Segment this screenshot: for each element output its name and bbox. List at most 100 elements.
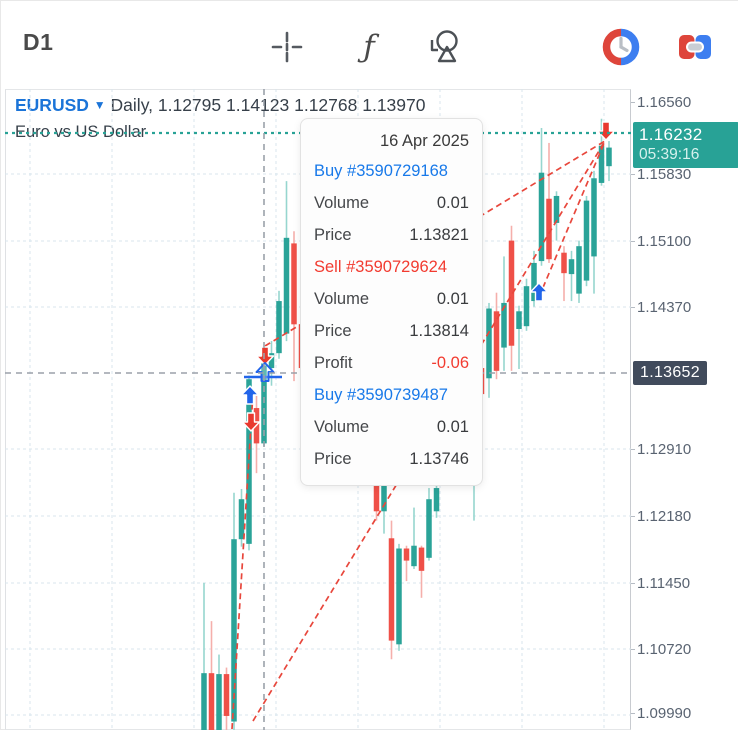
candle-body[interactable] (418, 547, 425, 571)
candle-body[interactable] (553, 195, 560, 223)
candle-body[interactable] (576, 246, 582, 294)
candle-body[interactable] (238, 499, 245, 540)
tooltip-row-label: Price (314, 322, 352, 340)
candle-body[interactable] (568, 259, 575, 275)
tooltip-row-label: Volume (314, 290, 370, 308)
candle-body[interactable] (283, 237, 290, 334)
tooltip-row: Volume 0.01 (314, 411, 469, 443)
candle-body[interactable] (246, 379, 252, 544)
candle-body[interactable] (598, 145, 605, 183)
tooltip-row-label: Price (314, 450, 352, 468)
axis-price-label: 1.15100 (637, 233, 692, 250)
crosshair-icon[interactable] (267, 27, 307, 67)
candle-body[interactable] (261, 363, 267, 444)
axis-price-label: 1.16560 (637, 94, 692, 111)
candle-body[interactable] (493, 311, 500, 371)
candle-body[interactable] (388, 538, 395, 641)
tooltip-row-label: Volume (314, 194, 370, 212)
sell-arrow-icon[interactable] (241, 412, 261, 432)
tooltip-row-label: Volume (314, 418, 370, 436)
tooltip-row: Profit -0.06 (314, 347, 469, 379)
axis-price-label: 1.12910 (637, 441, 692, 458)
candle-body[interactable] (208, 673, 215, 730)
candle-body[interactable] (606, 147, 612, 167)
candle-body[interactable] (216, 674, 222, 730)
candle-body[interactable] (396, 548, 402, 645)
axis-price-label: 1.14370 (637, 299, 692, 316)
candle-body[interactable] (291, 243, 297, 325)
candle-body[interactable] (486, 308, 492, 379)
candle-body[interactable] (501, 302, 507, 348)
axis-tick-mark (631, 449, 635, 450)
candle-body[interactable] (546, 198, 552, 260)
candle-body[interactable] (426, 499, 432, 558)
axis-tick-mark (631, 649, 635, 650)
buy-arrow-icon[interactable] (255, 362, 275, 382)
series-info: Daily, 1.12795 1.14123 1.12768 1.13970 (110, 95, 426, 115)
trend-line[interactable] (538, 140, 606, 298)
tooltip-row: Price 1.13821 (314, 219, 469, 251)
market-sessions-clock-icon[interactable] (601, 27, 641, 67)
candle-body[interactable] (561, 252, 567, 274)
candle-body[interactable] (403, 548, 410, 561)
current-price: 1.16232 (639, 125, 703, 144)
current-price-badge: 1.16232 05:39:16 (633, 122, 738, 168)
trade-tooltip[interactable]: 16 Apr 2025 Buy #3590729168 Volume 0.01 Pri… (300, 118, 483, 486)
candle-body[interactable] (531, 262, 537, 302)
sell-arrow-icon[interactable] (596, 121, 616, 141)
candle-body[interactable] (508, 240, 515, 346)
tooltip-row-value: 0.01 (436, 290, 469, 308)
timeframe-label[interactable]: D1 (23, 29, 54, 55)
tooltip-order-title: Buy #3590729168 (314, 162, 448, 180)
tooltip-row: Volume 0.01 (314, 187, 469, 219)
tooltip-row-label: Profit (314, 354, 353, 372)
axis-tick-mark (631, 241, 635, 242)
tooltip-order-title: Buy #3590739487 (314, 386, 448, 404)
axis-price-label: 1.09990 (637, 705, 692, 722)
trade-panel-icon[interactable] (675, 27, 715, 67)
buy-arrow-icon[interactable] (529, 282, 549, 302)
candle-body[interactable] (381, 479, 387, 512)
indicators-function-icon[interactable]: ƒ (363, 28, 375, 65)
tooltip-row: Volume 0.01 (314, 283, 469, 315)
tooltip-row-value: 1.13821 (409, 226, 469, 244)
axis-tick-mark (631, 102, 635, 103)
trend-line[interactable] (231, 392, 254, 730)
candle-body[interactable] (268, 353, 275, 369)
trend-line[interactable] (252, 140, 606, 722)
symbol-dropdown-caret[interactable]: ▼ (93, 98, 106, 112)
buy-arrow-icon[interactable] (240, 385, 260, 405)
candle-body[interactable] (538, 172, 545, 262)
top-toolbar: D1 ƒ (1, 1, 738, 89)
objects-drawing-icon[interactable] (423, 27, 463, 67)
candle-body[interactable] (276, 301, 282, 354)
price-axis[interactable]: 1.16560 1.15830 1.15100 1.14370 1.12910 1.121… (631, 89, 738, 730)
sell-arrow-icon[interactable] (255, 346, 275, 366)
candle-body[interactable] (523, 286, 530, 327)
candle-body[interactable] (373, 479, 380, 512)
tooltip-order-title: Sell #3590729624 (314, 258, 448, 276)
tooltip-row: Price 1.13746 (314, 443, 469, 475)
next-bar-countdown: 05:39:16 (639, 146, 700, 163)
candle-body[interactable] (583, 200, 590, 281)
axis-price-label: 1.10720 (637, 641, 692, 658)
candle-body[interactable] (411, 545, 417, 567)
axis-tick-mark (631, 583, 635, 584)
trend-line[interactable] (264, 140, 606, 347)
tooltip-row-value: 1.13746 (409, 450, 469, 468)
symbol-selector[interactable]: EURUSD (15, 95, 89, 115)
tooltip-row-label: Price (314, 226, 352, 244)
tooltip-row-value: 0.01 (436, 194, 469, 212)
candle-body[interactable] (516, 311, 522, 329)
candle-body[interactable] (201, 673, 207, 730)
candle-body[interactable] (223, 674, 230, 716)
candle-body[interactable] (591, 178, 597, 257)
tooltip-row-value: 0.01 (436, 418, 469, 436)
tooltip-date: 16 Apr 2025 (380, 132, 469, 150)
candle-body[interactable] (231, 539, 237, 722)
candle-body[interactable] (433, 488, 440, 512)
axis-price-label: 1.15830 (637, 166, 692, 183)
tooltip-row-value: -0.06 (431, 354, 469, 372)
axis-price-label: 1.11450 (637, 575, 691, 592)
